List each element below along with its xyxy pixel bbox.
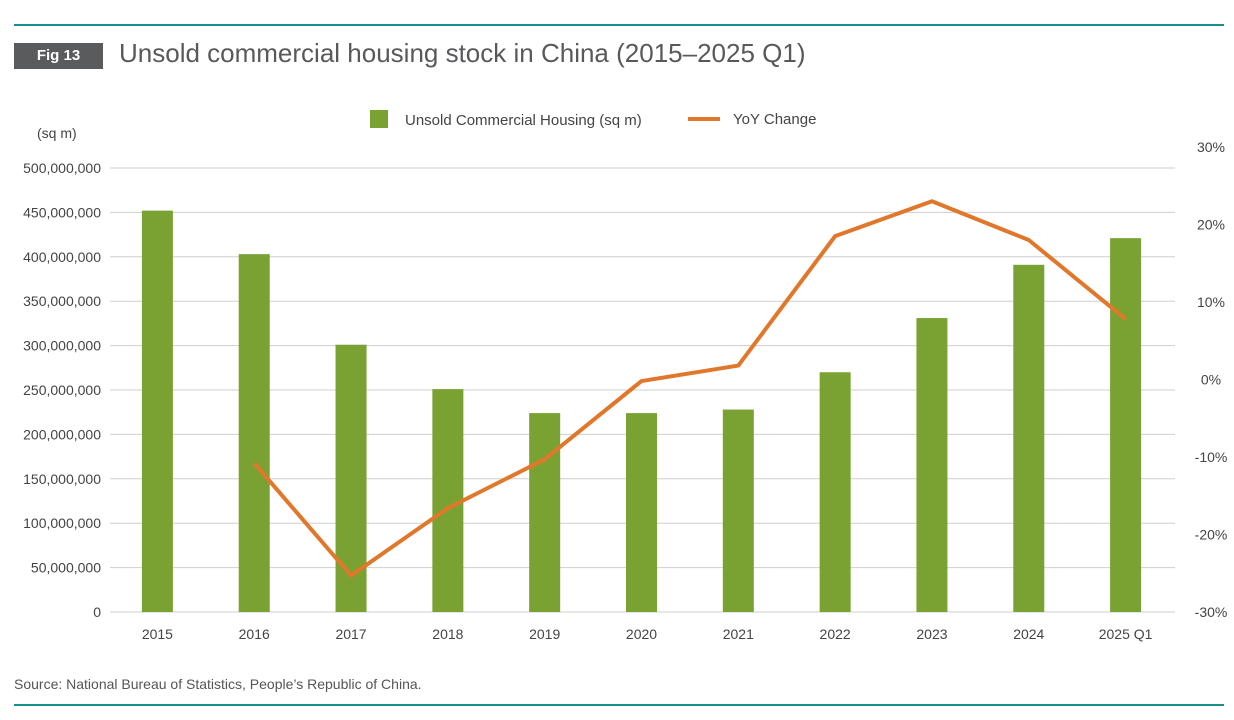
left-tick-label: 200,000,000: [23, 426, 101, 442]
left-tick-label: 150,000,000: [23, 471, 101, 487]
left-tick-label: 50,000,000: [31, 560, 101, 576]
left-tick-label: 100,000,000: [23, 515, 101, 531]
source-note: Source: National Bureau of Statistics, P…: [14, 676, 422, 692]
yoy-line: [252, 199, 1127, 578]
bar: [916, 318, 948, 612]
right-tick-label: 30%: [1197, 139, 1225, 155]
left-tick-label: 400,000,000: [23, 249, 101, 265]
x-tick-label: 2021: [723, 626, 754, 642]
left-tick-label: 500,000,000: [23, 160, 101, 176]
right-tick-label: 10%: [1197, 294, 1225, 310]
x-tick-label: 2015: [142, 626, 173, 642]
right-tick-label: -10%: [1195, 449, 1228, 465]
right-tick-label: -30%: [1195, 604, 1228, 620]
bar: [722, 409, 754, 612]
bar: [238, 254, 270, 613]
legend-label-line: YoY Change: [733, 111, 816, 128]
left-tick-label: 250,000,000: [23, 382, 101, 398]
x-tick-label: 2020: [626, 626, 657, 642]
x-tick-label: 2025 Q1: [1099, 626, 1153, 642]
x-tick-label: 2018: [432, 626, 463, 642]
x-tick-label: 2024: [1013, 626, 1044, 642]
legend-swatch-bar: [370, 110, 388, 128]
right-tick-label: 0%: [1201, 372, 1221, 388]
bar: [141, 210, 173, 612]
bar: [1110, 238, 1142, 613]
bar: [335, 344, 367, 612]
right-tick-label: -20%: [1195, 527, 1228, 543]
top-rule: [14, 24, 1224, 26]
legend-label-bar: Unsold Commercial Housing (sq m): [405, 112, 642, 129]
bar: [1013, 264, 1045, 612]
x-tick-label: 2017: [335, 626, 366, 642]
x-tick-label: 2019: [529, 626, 560, 642]
chart-title: Unsold commercial housing stock in China…: [119, 38, 806, 68]
bottom-rule: [14, 704, 1224, 706]
bar: [529, 413, 561, 612]
x-tick-label: 2022: [820, 626, 851, 642]
x-tick-label: 2016: [239, 626, 270, 642]
right-tick-label: 20%: [1197, 217, 1225, 233]
figure-badge: Fig 13: [14, 43, 103, 69]
bar: [626, 413, 657, 612]
left-tick-label: 300,000,000: [23, 338, 101, 354]
bar: [819, 372, 851, 612]
x-tick-label: 2023: [916, 626, 947, 642]
left-tick-label: 0: [93, 604, 101, 620]
left-tick-label: 450,000,000: [23, 204, 101, 220]
left-tick-label: 350,000,000: [23, 293, 101, 309]
left-axis-unit-label: (sq m): [37, 125, 77, 141]
bar: [432, 389, 464, 612]
